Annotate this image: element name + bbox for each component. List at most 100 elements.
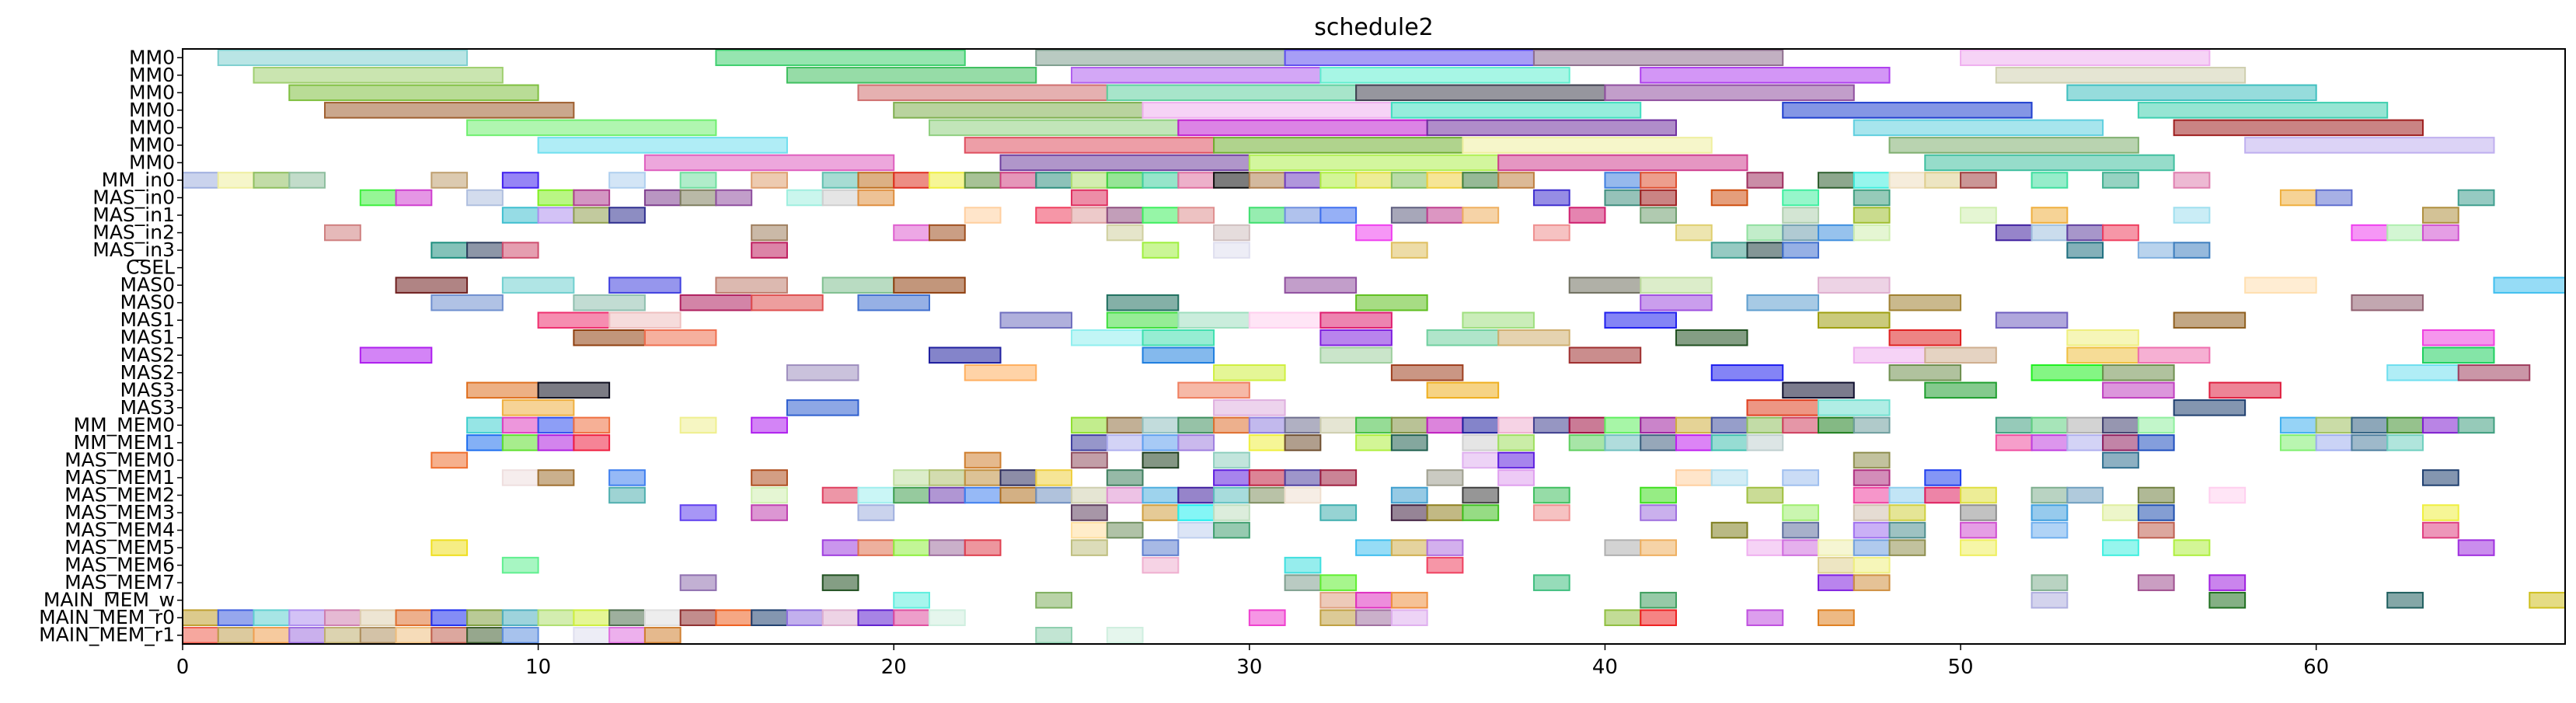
task-bar [1035,486,1073,504]
task-bar [2102,539,2139,556]
task-bar [1497,172,1535,189]
task-bar [821,486,859,504]
task-bar [430,609,469,626]
task-bar [1818,224,1855,242]
task-bar [1106,469,1144,486]
task-bar [928,119,1180,137]
task-bar [2137,434,2175,451]
task-bar [1390,416,1428,434]
task-bar [643,154,895,172]
task-bar [1213,504,1250,521]
task-bar [2208,381,2281,399]
task-bar [2173,119,2424,137]
chart-title: schedule2 [1314,14,1434,41]
task-bar [573,416,611,434]
task-bar [1426,504,1464,521]
task-bar [253,67,504,84]
task-bar [1426,329,1500,346]
task-bar [1177,119,1428,137]
x-tick-label: 30 [1236,656,1262,679]
task-bar [1106,486,1144,504]
bars-layer [182,49,2566,644]
x-axis: 0 10 20 30 40 50 60 [176,644,2329,679]
task-bar [253,172,291,189]
task-bar [1746,242,1784,259]
task-bar [1142,416,1180,434]
task-bar [2386,416,2424,434]
task-bar [608,207,646,224]
task-bar [1746,294,1820,311]
task-bar [1497,469,1535,486]
task-bar [1142,451,1180,469]
task-bar [2173,399,2247,416]
task-bar [1710,364,1784,381]
task-bar [1995,67,2247,84]
task-bar [857,294,930,311]
task-bar [1640,504,1677,521]
y-tick-label: CSEL [126,256,175,279]
task-bar [1035,172,1073,189]
y-tick-label: MM0 [129,99,175,121]
task-bar [1818,556,1855,574]
task-bar [573,434,611,451]
task-bar [1497,434,1535,451]
task-bar [1853,172,1891,189]
task-bar [893,539,930,556]
task-bar [1604,84,1855,102]
task-bar [1142,172,1180,189]
y-tick-label: MAIN_MEM_r1 [39,624,175,646]
task-bar [395,189,433,207]
task-bar [1213,364,1286,381]
task-bar [1390,609,1428,626]
y-tick-label: MM0 [129,64,175,86]
task-bar [1248,434,1286,451]
task-bar [1710,242,1748,259]
task-bar [2030,416,2069,434]
task-bar [217,609,255,626]
task-bar [1390,102,1642,119]
task-bar [857,189,895,207]
task-bar [2102,504,2139,521]
task-bar [857,84,1108,102]
task-bar [2208,591,2247,609]
task-bar [2030,172,2069,189]
task-bar [430,626,469,644]
y-tick-label: MAS_MEM1 [64,466,175,489]
task-bar [821,574,859,591]
task-bar [2137,504,2175,521]
task-bar [501,242,539,259]
task-bar [2102,434,2139,451]
task-bar [608,277,681,294]
task-bar [1142,207,1180,224]
task-bar [1532,49,1784,67]
task-bar [1888,294,1962,311]
task-bar [1782,521,1820,539]
task-bar [2137,521,2175,539]
task-bar [501,626,539,644]
task-bar [2030,224,2069,242]
task-bar [964,451,1002,469]
task-bar [1390,364,1464,381]
task-bar [1640,294,1713,311]
task-bar [1319,67,1570,84]
task-bar [1319,591,1358,609]
task-bar [1710,469,1748,486]
task-bar [1248,311,1322,329]
task-bar [1710,434,1748,451]
task-bar [1462,486,1500,504]
task-bar [2457,189,2495,207]
y-tick-label: MAIN_MEM_w [44,589,175,611]
task-bar [1782,539,1820,556]
task-bar [2102,451,2139,469]
task-bar [1640,172,1677,189]
task-bar [751,224,788,242]
task-bar [2421,346,2495,364]
task-bar [608,469,646,486]
task-bar [999,311,1073,329]
task-bar [2279,434,2317,451]
task-bar [1142,434,1180,451]
task-bar [1355,172,1393,189]
task-bar [2421,329,2495,346]
